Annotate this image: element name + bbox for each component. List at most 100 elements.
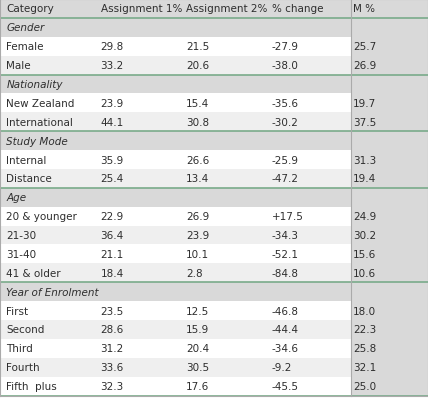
Bar — [351, 170, 428, 188]
Text: 33.2: 33.2 — [101, 61, 124, 71]
Text: 22.9: 22.9 — [101, 212, 124, 222]
Bar — [351, 94, 428, 113]
Text: Nationality: Nationality — [6, 80, 63, 90]
Bar — [351, 0, 428, 19]
Bar — [0, 264, 351, 283]
Text: -34.3: -34.3 — [272, 230, 299, 241]
Text: 31.2: 31.2 — [101, 343, 124, 354]
Text: -35.6: -35.6 — [272, 98, 299, 109]
Text: Category: Category — [6, 4, 54, 15]
Text: M %: M % — [353, 4, 375, 15]
Bar — [351, 320, 428, 339]
Bar — [351, 151, 428, 170]
Text: 24.9: 24.9 — [353, 212, 376, 222]
Text: Fourth: Fourth — [6, 362, 40, 372]
Text: 21.1: 21.1 — [101, 249, 124, 259]
Text: Assignment 1%: Assignment 1% — [101, 4, 182, 15]
Text: Distance: Distance — [6, 174, 52, 184]
Text: % change: % change — [272, 4, 323, 15]
Text: 21-30: 21-30 — [6, 230, 36, 241]
Text: -52.1: -52.1 — [272, 249, 299, 259]
Bar — [0, 132, 351, 151]
Text: +17.5: +17.5 — [272, 212, 303, 222]
Text: -46.8: -46.8 — [272, 306, 299, 316]
Bar — [351, 264, 428, 283]
Bar — [0, 245, 351, 264]
Bar — [0, 170, 351, 188]
Bar — [0, 38, 351, 57]
Text: 31-40: 31-40 — [6, 249, 36, 259]
Bar — [0, 358, 351, 377]
Text: 21.5: 21.5 — [186, 42, 209, 52]
Text: Age: Age — [6, 193, 27, 203]
Text: International: International — [6, 117, 73, 128]
Bar — [351, 75, 428, 94]
Text: 23.9: 23.9 — [101, 98, 124, 109]
Bar — [351, 132, 428, 151]
Text: 30.2: 30.2 — [353, 230, 376, 241]
Bar — [0, 75, 351, 94]
Bar — [351, 301, 428, 320]
Bar — [351, 339, 428, 358]
Bar — [351, 377, 428, 396]
Text: 19.4: 19.4 — [353, 174, 376, 184]
Text: -47.2: -47.2 — [272, 174, 299, 184]
Text: 17.6: 17.6 — [186, 381, 209, 391]
Text: 18.0: 18.0 — [353, 306, 376, 316]
Text: 23.9: 23.9 — [186, 230, 209, 241]
Text: 15.6: 15.6 — [353, 249, 376, 259]
Text: New Zealand: New Zealand — [6, 98, 75, 109]
Bar — [351, 113, 428, 132]
Text: 41 & older: 41 & older — [6, 268, 61, 278]
Text: 33.6: 33.6 — [101, 362, 124, 372]
Text: 12.5: 12.5 — [186, 306, 209, 316]
Text: Female: Female — [6, 42, 44, 52]
Text: Assignment 2%: Assignment 2% — [186, 4, 268, 15]
Bar — [351, 19, 428, 38]
Bar — [0, 151, 351, 170]
Text: 10.1: 10.1 — [186, 249, 209, 259]
Bar — [351, 358, 428, 377]
Bar — [0, 207, 351, 226]
Text: 20 & younger: 20 & younger — [6, 212, 77, 222]
Bar — [0, 113, 351, 132]
Bar — [0, 226, 351, 245]
Text: 44.1: 44.1 — [101, 117, 124, 128]
Text: -45.5: -45.5 — [272, 381, 299, 391]
Bar — [0, 301, 351, 320]
Text: -38.0: -38.0 — [272, 61, 299, 71]
Text: 32.3: 32.3 — [101, 381, 124, 391]
Text: Study Mode: Study Mode — [6, 136, 68, 146]
Bar — [0, 339, 351, 358]
Text: 19.7: 19.7 — [353, 98, 376, 109]
Text: 25.7: 25.7 — [353, 42, 376, 52]
Text: Second: Second — [6, 325, 45, 335]
Text: Internal: Internal — [6, 155, 47, 165]
Text: -34.6: -34.6 — [272, 343, 299, 354]
Bar — [0, 320, 351, 339]
Bar — [0, 377, 351, 396]
Bar — [351, 188, 428, 207]
Bar — [351, 226, 428, 245]
Bar — [0, 283, 351, 301]
Text: 15.9: 15.9 — [186, 325, 209, 335]
Text: 30.8: 30.8 — [186, 117, 209, 128]
Text: 25.4: 25.4 — [101, 174, 124, 184]
Bar — [351, 207, 428, 226]
Text: 26.9: 26.9 — [186, 212, 209, 222]
Text: Third: Third — [6, 343, 33, 354]
Text: 30.5: 30.5 — [186, 362, 209, 372]
Text: 35.9: 35.9 — [101, 155, 124, 165]
Bar — [0, 57, 351, 75]
Bar — [351, 245, 428, 264]
Text: 26.6: 26.6 — [186, 155, 209, 165]
Text: 2.8: 2.8 — [186, 268, 203, 278]
Text: Year of Enrolment: Year of Enrolment — [6, 287, 99, 297]
Text: 23.5: 23.5 — [101, 306, 124, 316]
Text: First: First — [6, 306, 29, 316]
Text: 29.8: 29.8 — [101, 42, 124, 52]
Bar — [0, 188, 351, 207]
Bar — [0, 19, 351, 38]
Text: Fifth  plus: Fifth plus — [6, 381, 57, 391]
Text: 26.9: 26.9 — [353, 61, 376, 71]
